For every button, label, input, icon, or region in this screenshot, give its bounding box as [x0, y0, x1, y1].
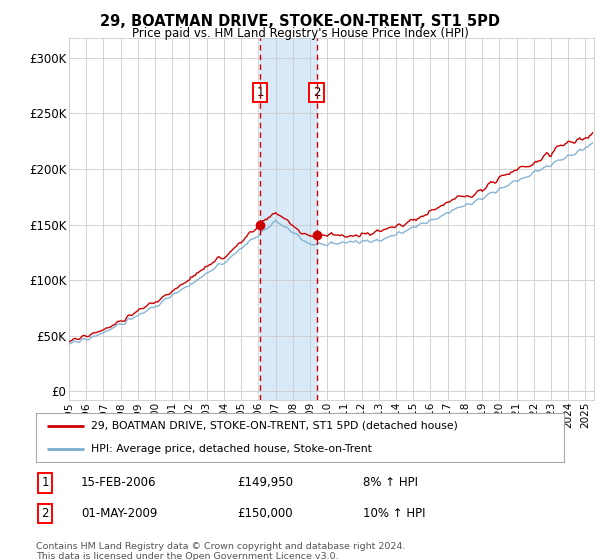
Text: 29, BOATMAN DRIVE, STOKE-ON-TRENT, ST1 5PD (detached house): 29, BOATMAN DRIVE, STOKE-ON-TRENT, ST1 5…	[91, 421, 458, 431]
Text: Contains HM Land Registry data © Crown copyright and database right 2024.
This d: Contains HM Land Registry data © Crown c…	[36, 542, 406, 560]
Text: HPI: Average price, detached house, Stoke-on-Trent: HPI: Average price, detached house, Stok…	[91, 444, 373, 454]
Text: 29, BOATMAN DRIVE, STOKE-ON-TRENT, ST1 5PD: 29, BOATMAN DRIVE, STOKE-ON-TRENT, ST1 5…	[100, 14, 500, 29]
Bar	[260, 38, 317, 400]
Text: 1: 1	[41, 476, 49, 489]
Text: Price paid vs. HM Land Registry's House Price Index (HPI): Price paid vs. HM Land Registry's House …	[131, 27, 469, 40]
Text: £149,950: £149,950	[237, 476, 293, 489]
Text: 01-MAY-2009: 01-MAY-2009	[81, 507, 157, 520]
Text: 10% ↑ HPI: 10% ↑ HPI	[363, 507, 425, 520]
Text: 1: 1	[257, 86, 264, 99]
Text: £150,000: £150,000	[237, 507, 293, 520]
Text: 2: 2	[313, 86, 320, 99]
Text: 2: 2	[41, 507, 49, 520]
Text: 15-FEB-2006: 15-FEB-2006	[81, 476, 157, 489]
Text: 8% ↑ HPI: 8% ↑ HPI	[363, 476, 418, 489]
